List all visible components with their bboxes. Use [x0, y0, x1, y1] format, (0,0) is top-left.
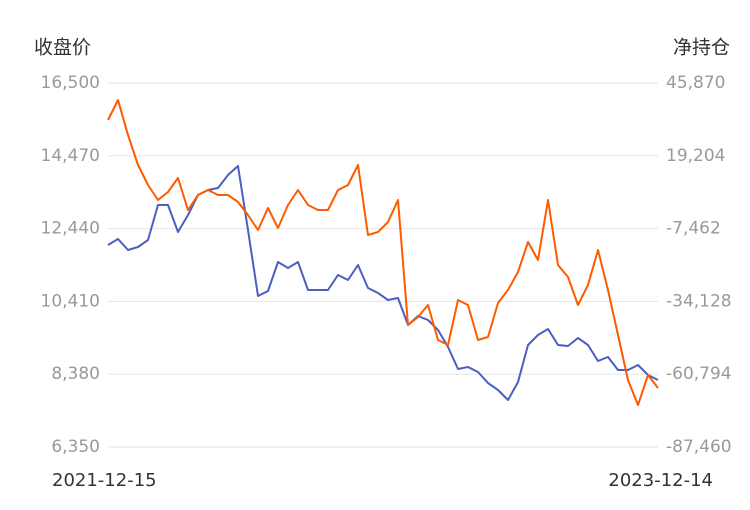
y2-tick-label: 19,204 [666, 146, 725, 166]
line-series [107, 165, 659, 401]
x-tick-label: 2021-12-15 [52, 470, 157, 491]
y-tick-label: 14,470 [41, 146, 100, 166]
x-tick-label: 2023-12-14 [608, 470, 713, 491]
y2-tick-label: -34,128 [666, 291, 732, 311]
y2-axis-title: 净持仓 [673, 37, 730, 59]
y2-tick-label: -60,794 [666, 364, 732, 384]
y-tick-label: 16,500 [41, 73, 100, 93]
y-tick-label: 10,410 [41, 291, 100, 311]
y-tick-label: 8,380 [51, 364, 100, 384]
y2-tick-label: -87,460 [666, 437, 732, 457]
y2-tick-label: -7,462 [666, 219, 721, 239]
y-tick-label: 12,440 [41, 219, 100, 239]
line-series [107, 99, 659, 406]
y-tick-label: 6,350 [51, 437, 100, 457]
y2-tick-label: 45,870 [666, 73, 725, 93]
y-axis-title: 收盘价 [34, 37, 91, 59]
